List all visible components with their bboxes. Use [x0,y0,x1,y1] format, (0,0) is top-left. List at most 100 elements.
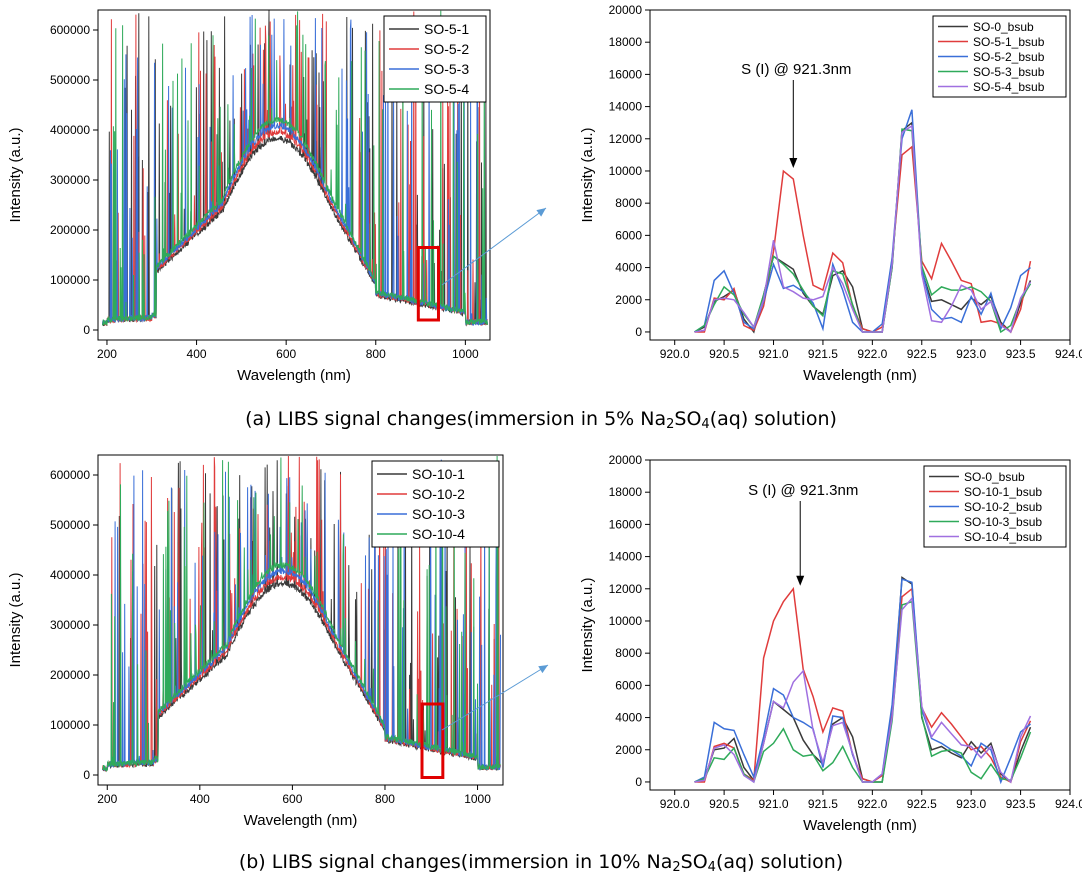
y-tick-label: 18000 [609,485,643,499]
y-tick-label: 4000 [615,261,642,275]
legend-label: SO-10-1_bsub [964,485,1042,499]
x-tick-label: 200 [97,792,117,806]
x-axis-label: Wavelength (nm) [244,812,358,829]
highlight-box [420,702,445,779]
series-line-SO-10-1_bsub [694,586,1032,784]
y-tick-label: 12000 [609,582,643,596]
y-tick-label: 2000 [615,293,642,307]
x-tick-label: 921.0 [759,347,789,361]
legend-label: SO-10-4 [412,526,465,542]
plot-frame [649,9,1071,341]
series-line-SO-5-3 [102,14,488,327]
x-tick-label: 922.0 [857,797,887,811]
series-line-SO-5-1 [102,10,488,327]
x-tick-label: 921.5 [808,347,838,361]
y-tick-label: 6000 [615,228,642,242]
x-tick-label: 920.5 [709,347,739,361]
caption-b: (b) LIBS signal changes(immersion in 10%… [238,851,844,875]
y-tick-label: 100000 [50,273,90,287]
y-tick-label: 10000 [609,164,643,178]
x-tick-label: 600 [276,347,296,361]
y-tick-label: 4000 [615,711,642,725]
y-tick-label: 500000 [50,73,90,87]
legend-label: SO-5-4_bsub [973,80,1045,94]
legend-label: SO-5-3_bsub [973,65,1045,79]
x-tick-label: 924.0 [1055,797,1082,811]
plot-area [102,455,501,773]
y-tick-label: 2000 [615,743,642,757]
legend-label: SO-5-1_bsub [973,35,1045,49]
y-tick-label: 20000 [609,453,643,467]
legend-label: SO-5-4 [424,81,469,97]
y-tick-label: 14000 [609,100,643,114]
x-tick-label: 200 [97,347,117,361]
chart-a-left: 200 400 600 800 1000 0 100000 200000 300000 40000… [7,9,491,384]
chart-b-right: 920.0 920.5 921.0 921.5 922.0 922.5 923.0 923.5… [579,453,1082,834]
legend-label: SO-0_bsub [973,20,1034,34]
y-tick-label: 0 [83,768,90,782]
x-tick-label: 920.5 [709,797,739,811]
plot-area [102,10,488,327]
y-tick-label: 600000 [50,23,90,37]
annotation-arrow-head [789,157,798,168]
x-tick-label: 923.0 [956,347,986,361]
y-tick-label: 600000 [50,468,90,482]
x-tick-label: 400 [190,792,210,806]
legend: SO-0_bsubSO-10-1_bsubSO-10-2_bsubSO-10-3… [923,465,1067,548]
annotation-text: S (I) @ 921.3nm [741,61,851,78]
legend-label: SO-10-1 [412,466,465,482]
series-line-SO-0_bsub [694,121,1032,334]
y-tick-label: 12000 [609,132,643,146]
x-tick-label: 924.0 [1055,347,1082,361]
plot-area [694,576,1032,785]
legend-label: SO-10-3_bsub [964,515,1042,529]
y-tick-label: 8000 [615,646,642,660]
plot-frame [649,459,1071,791]
legend-box [383,15,487,103]
chart-b-left: 200 400 600 800 1000 0 100000 200000 300000 40000… [7,454,504,829]
y-tick-label: 400000 [50,568,90,582]
caption-a: (a) LIBS signal changes(immersion in 5% … [245,408,837,432]
y-axis-label: Intensity (a.u.) [7,127,24,222]
chart-a-right: 920.0 920.5 921.0 921.5 922.0 922.5 923.0 923.5… [579,3,1082,384]
y-axis-label: Intensity (a.u.) [579,127,596,222]
y-tick-label: 14000 [609,550,643,564]
series-line-SO-0_bsub [694,576,1032,784]
y-tick-label: 0 [83,323,90,337]
x-tick-label: 600 [282,792,302,806]
x-tick-label: 920.0 [660,797,690,811]
legend: SO-5-1 SO-5-2 SO-5-3 SO-5-4 [383,15,487,103]
x-tick-label: 400 [187,347,207,361]
plot-area [694,109,1032,334]
legend-label: SO-5-2 [424,41,469,57]
y-tick-label: 16000 [609,67,643,81]
annotation-text: S (I) @ 921.3nm [748,482,858,499]
x-tick-label: 921.0 [759,797,789,811]
x-axis-label: Wavelength (nm) [237,367,351,384]
zoom-connector-a-head [536,208,546,217]
plot-frame [97,454,504,786]
series-line-SO-5-4 [102,10,488,326]
x-axis-label: Wavelength (nm) [803,367,917,384]
figure-svg: 200 400 600 800 1000010000020000030000040000… [7,3,1082,834]
plot-frame [97,9,491,341]
series-line-SO-5-4_bsub [694,124,1032,334]
y-tick-label: 100000 [50,718,90,732]
y-tick-label: 20000 [609,3,643,17]
x-tick-label: 922.5 [907,797,937,811]
series-line-SO-10-3_bsub [694,600,1032,784]
legend-label: SO-5-1 [424,21,469,37]
highlight-box [416,246,440,322]
y-tick-label: 0 [635,325,642,339]
series-line-SO-5-3_bsub [694,128,1032,334]
y-tick-label: 200000 [50,223,90,237]
x-tick-label: 921.5 [808,797,838,811]
y-tick-label: 300000 [50,618,90,632]
legend-label: SO-10-2_bsub [964,500,1042,514]
x-tick-label: 1000 [464,792,491,806]
x-tick-label: 920.0 [660,347,690,361]
x-tick-label: 922.5 [907,347,937,361]
legend: SO-10-1 SO-10-2 SO-10-3 SO-10-4 [371,460,500,548]
zoom-connector-b [441,664,549,731]
series-line-SO-10-4_bsub [694,596,1032,784]
